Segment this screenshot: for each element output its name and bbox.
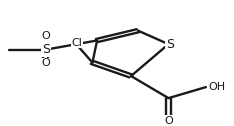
Text: O: O (164, 116, 173, 126)
Text: Cl: Cl (72, 38, 83, 48)
Text: OH: OH (208, 82, 226, 92)
Text: S: S (166, 38, 174, 51)
Text: S: S (42, 43, 50, 56)
Text: O: O (41, 58, 50, 68)
Text: O: O (41, 31, 50, 41)
